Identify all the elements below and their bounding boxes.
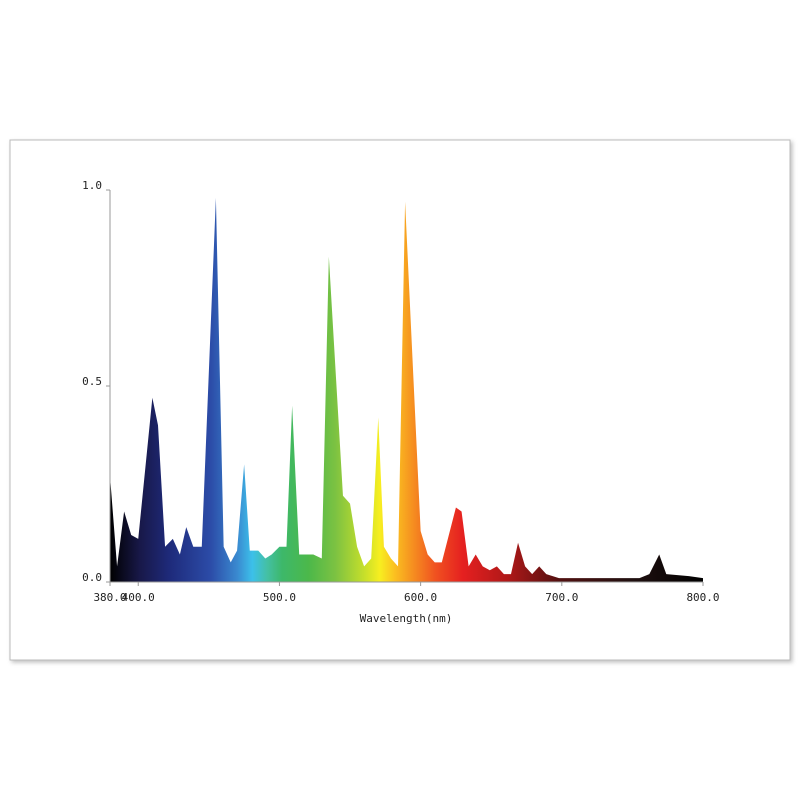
x-tick-label: 400.0 [122,591,155,604]
y-tick-label: 0.5 [82,375,102,388]
x-tick-label: 800.0 [686,591,719,604]
x-tick-label: 600.0 [404,591,437,604]
x-tick-label: 380.0 [93,591,126,604]
x-tick-label: 700.0 [545,591,578,604]
y-tick-label: 0.0 [82,571,102,584]
x-tick-label: 500.0 [263,591,296,604]
x-axis-label: Wavelength(nm) [360,612,453,625]
spectrum-area [110,197,703,582]
y-tick-label: 1.0 [82,179,102,192]
